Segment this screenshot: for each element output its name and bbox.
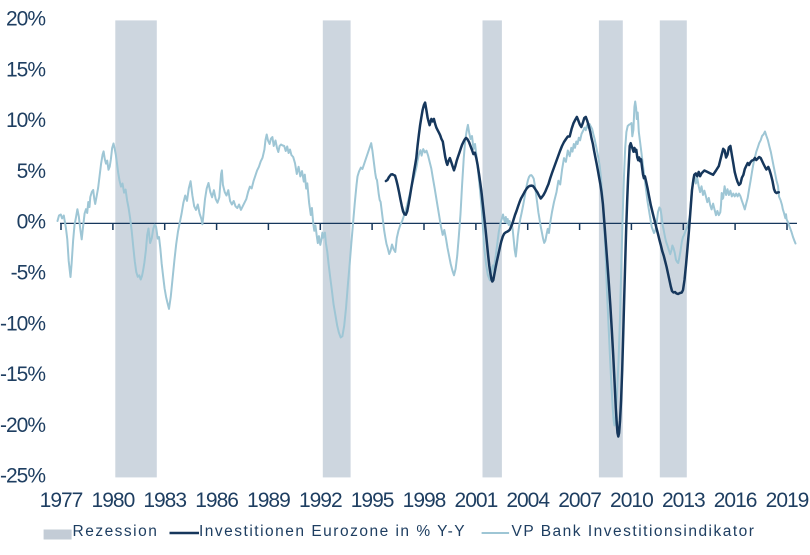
svg-text:2001: 2001 [455, 489, 498, 512]
svg-text:1998: 1998 [403, 489, 446, 512]
svg-text:2010: 2010 [610, 489, 653, 512]
svg-text:1992: 1992 [299, 489, 342, 512]
svg-text:-15%: -15% [0, 363, 45, 386]
svg-text:2019: 2019 [766, 489, 809, 512]
svg-text:-10%: -10% [0, 312, 45, 335]
svg-text:1977: 1977 [40, 489, 83, 512]
svg-text:1983: 1983 [143, 489, 186, 512]
svg-text:20%: 20% [6, 8, 45, 31]
svg-text:5%: 5% [17, 160, 46, 183]
svg-text:2007: 2007 [558, 489, 601, 512]
svg-text:15%: 15% [6, 58, 45, 81]
svg-text:-25%: -25% [0, 465, 45, 488]
svg-text:-20%: -20% [0, 414, 45, 437]
svg-text:1980: 1980 [92, 489, 135, 512]
svg-text:-5%: -5% [11, 262, 46, 285]
svg-text:10%: 10% [6, 109, 45, 132]
svg-text:2013: 2013 [662, 489, 705, 512]
svg-text:Rezession: Rezession [73, 523, 159, 540]
svg-text:2004: 2004 [506, 489, 550, 512]
svg-text:Investitionen Eurozone in % Y-: Investitionen Eurozone in % Y-Y [199, 523, 466, 540]
svg-text:1986: 1986 [195, 489, 238, 512]
svg-text:0%: 0% [17, 211, 46, 234]
svg-text:1995: 1995 [351, 489, 394, 512]
svg-text:2016: 2016 [714, 489, 757, 512]
svg-text:1989: 1989 [247, 489, 290, 512]
svg-text:VP Bank Investitionsindikator: VP Bank Investitionsindikator [512, 523, 756, 540]
